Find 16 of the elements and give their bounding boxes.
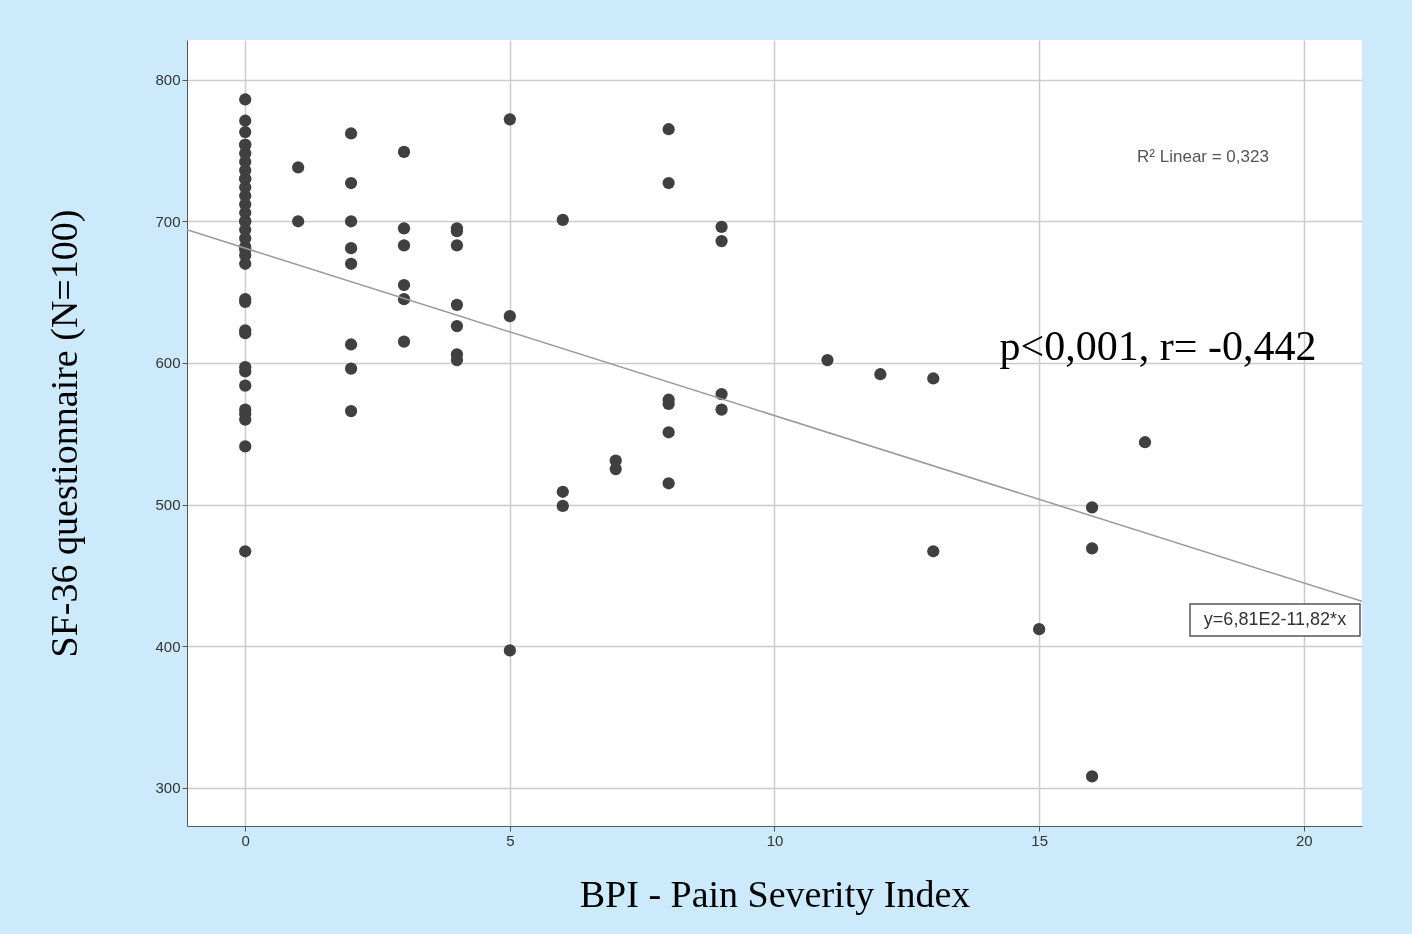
annotation: R² Linear = 0,323 — [1137, 147, 1269, 166]
y-tick-label: 500 — [155, 496, 181, 514]
annotation: p<0,001, r= -0,442 — [999, 323, 1317, 369]
y-tick-label: 800 — [155, 71, 181, 89]
x-tick-label: 10 — [766, 831, 784, 849]
x-tick-label: 5 — [506, 831, 515, 849]
x-tick-label: 15 — [1031, 831, 1048, 849]
y-tick-label: 700 — [155, 212, 181, 230]
annotation: y=6,81E2-11,82*x — [1203, 609, 1347, 629]
y-tick-label: 400 — [155, 637, 181, 655]
y-axis-title: SF-36 questionnaire (N=100) — [43, 209, 87, 658]
x-tick-label: 20 — [1295, 831, 1313, 849]
x-tick-label: 0 — [241, 831, 250, 849]
y-tick-label: 600 — [155, 354, 181, 372]
x-axis-title: BPI - Pain Severity Index — [579, 872, 971, 915]
y-tick-label: 300 — [155, 779, 181, 797]
